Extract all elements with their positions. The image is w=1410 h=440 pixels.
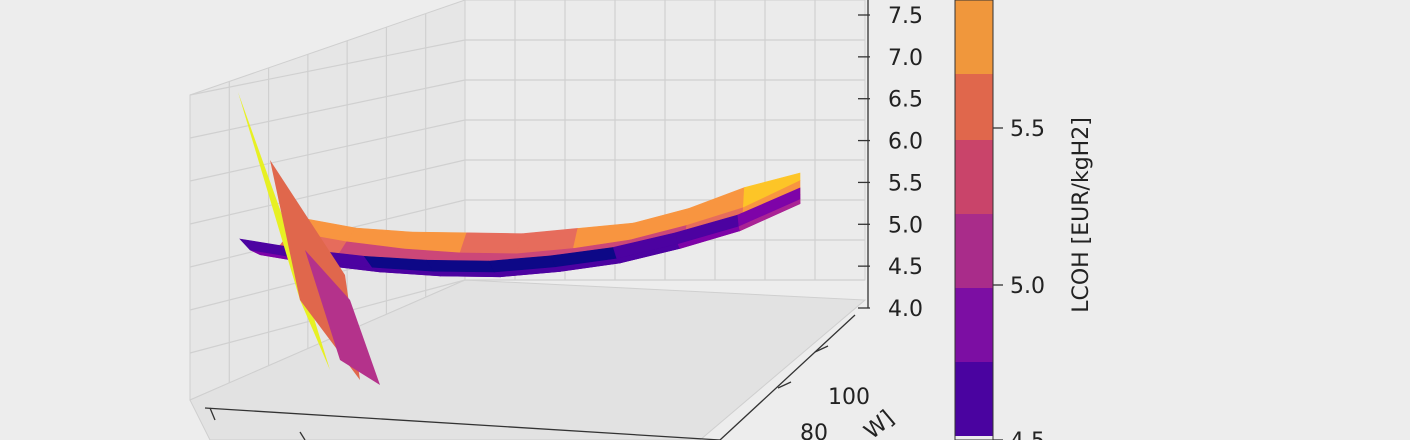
z-tick-label: 5.0 <box>888 213 923 238</box>
y-axis: 100 80 W] <box>719 314 899 440</box>
colorbar-band <box>955 66 993 140</box>
surface-patch <box>426 259 495 273</box>
lcoh-surface <box>238 92 801 385</box>
floor-pane <box>189 279 867 440</box>
colorbar-band <box>955 288 993 362</box>
z-tick-label: 4.5 <box>888 255 923 280</box>
colorbar-outline <box>954 0 994 440</box>
gridline <box>189 39 466 96</box>
y-axis-label-fragment: W] <box>860 406 899 440</box>
colorbar-tick-label: 4.5 <box>1010 429 1045 440</box>
z-tick-label: 7.0 <box>888 46 923 71</box>
gridline <box>189 79 466 139</box>
y-tick-80: 80 <box>800 421 828 440</box>
surface-patch <box>459 232 523 255</box>
colorbar-band <box>955 214 993 288</box>
x-axis-line <box>204 407 721 440</box>
z-tick-label: 6.0 <box>888 130 923 155</box>
z-tick-label: 5.5 <box>888 171 923 196</box>
gridline <box>189 159 466 225</box>
colorbar-label: LCOH [EUR/kgH2] <box>1069 117 1094 313</box>
y-tick-80-mark <box>777 381 792 389</box>
z-axis: 7.5 7.0 6.5 6.0 5.5 5.0 4.5 4.0 <box>858 0 923 322</box>
x-tick-mark <box>209 407 216 421</box>
y-axis-line <box>719 314 856 440</box>
y-tick-100: 100 <box>828 385 870 410</box>
z-tick-label: 7.5 <box>888 4 923 29</box>
colorbar-band <box>955 0 993 74</box>
z-tick-label: 6.5 <box>888 88 923 113</box>
x-axis <box>204 407 721 440</box>
colorbar-tick-label: 5.5 <box>1010 117 1045 142</box>
colorbar-band <box>955 140 993 214</box>
colorbar-band <box>955 362 993 436</box>
colorbar-tick-label: 5.0 <box>1010 274 1045 299</box>
x-tick-mark <box>299 431 306 440</box>
gridline <box>189 119 466 182</box>
z-tick-label: 4.0 <box>888 297 923 322</box>
surface-wall-patch <box>305 250 380 385</box>
colorbar: 5.5 5.0 4.5 <box>954 0 1045 440</box>
surface-patch <box>737 187 801 227</box>
y-tick-100-mark <box>814 345 829 353</box>
